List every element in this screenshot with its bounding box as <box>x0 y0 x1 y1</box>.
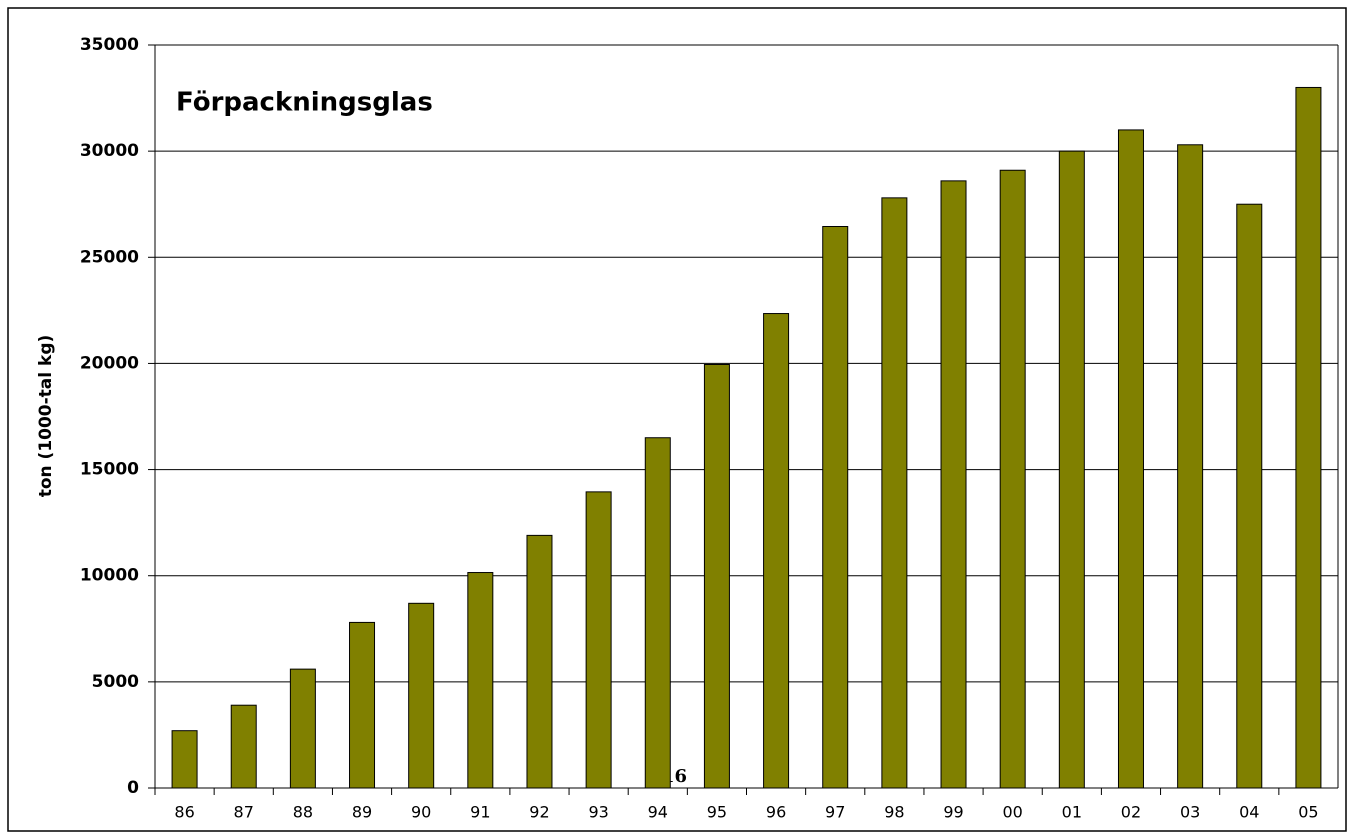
y-tick-label: 20000 <box>80 353 139 373</box>
bar <box>999 169 1026 789</box>
x-tick-label: 86 <box>174 803 194 822</box>
bar <box>1117 129 1144 789</box>
bar <box>644 437 671 789</box>
bar <box>1295 86 1322 789</box>
x-tick-label: 93 <box>588 803 608 822</box>
bar <box>881 197 908 789</box>
x-tick-label: 96 <box>766 803 786 822</box>
y-tick-label: 30000 <box>80 141 139 161</box>
bar <box>1236 203 1263 789</box>
bar <box>289 668 316 789</box>
bar <box>526 534 553 789</box>
x-tick-label: 87 <box>234 803 254 822</box>
x-tick-label: 90 <box>411 803 431 822</box>
x-tick-label: 05 <box>1298 803 1318 822</box>
bar <box>467 572 494 789</box>
x-tick-label: 04 <box>1239 803 1259 822</box>
bar <box>1177 144 1204 789</box>
x-tick-label: 92 <box>529 803 549 822</box>
bar <box>703 363 730 789</box>
bar <box>940 180 967 789</box>
y-tick-label: 35000 <box>80 35 139 55</box>
x-tick-label: 89 <box>352 803 372 822</box>
x-tick-label: 98 <box>884 803 904 822</box>
bar <box>763 313 790 789</box>
x-tick-label: 91 <box>470 803 490 822</box>
bar <box>408 602 435 789</box>
x-tick-label: 02 <box>1121 803 1141 822</box>
x-tick-label: 95 <box>707 803 727 822</box>
x-tick-label: 00 <box>1002 803 1022 822</box>
y-axis-label: ton (1000-tal kg) <box>36 335 56 498</box>
x-tick-label: 99 <box>943 803 963 822</box>
bar <box>230 704 257 789</box>
y-tick-label: 5000 <box>92 672 139 692</box>
y-tick-label: 10000 <box>80 566 139 586</box>
x-tick-label: 03 <box>1180 803 1200 822</box>
bar <box>822 226 849 789</box>
x-tick-label: 94 <box>648 803 668 822</box>
x-tick-label: 97 <box>825 803 845 822</box>
bar <box>171 730 198 789</box>
bar <box>585 491 612 789</box>
bar <box>1058 150 1085 789</box>
x-tick-label: 01 <box>1062 803 1082 822</box>
chart-border <box>7 7 1347 832</box>
y-tick-label: 0 <box>127 778 139 798</box>
chart-title: Förpackningsglas <box>176 88 433 118</box>
x-tick-label: 88 <box>293 803 313 822</box>
y-tick-label: 15000 <box>80 460 139 480</box>
y-tick-label: 25000 <box>80 247 139 267</box>
bar <box>349 621 376 789</box>
